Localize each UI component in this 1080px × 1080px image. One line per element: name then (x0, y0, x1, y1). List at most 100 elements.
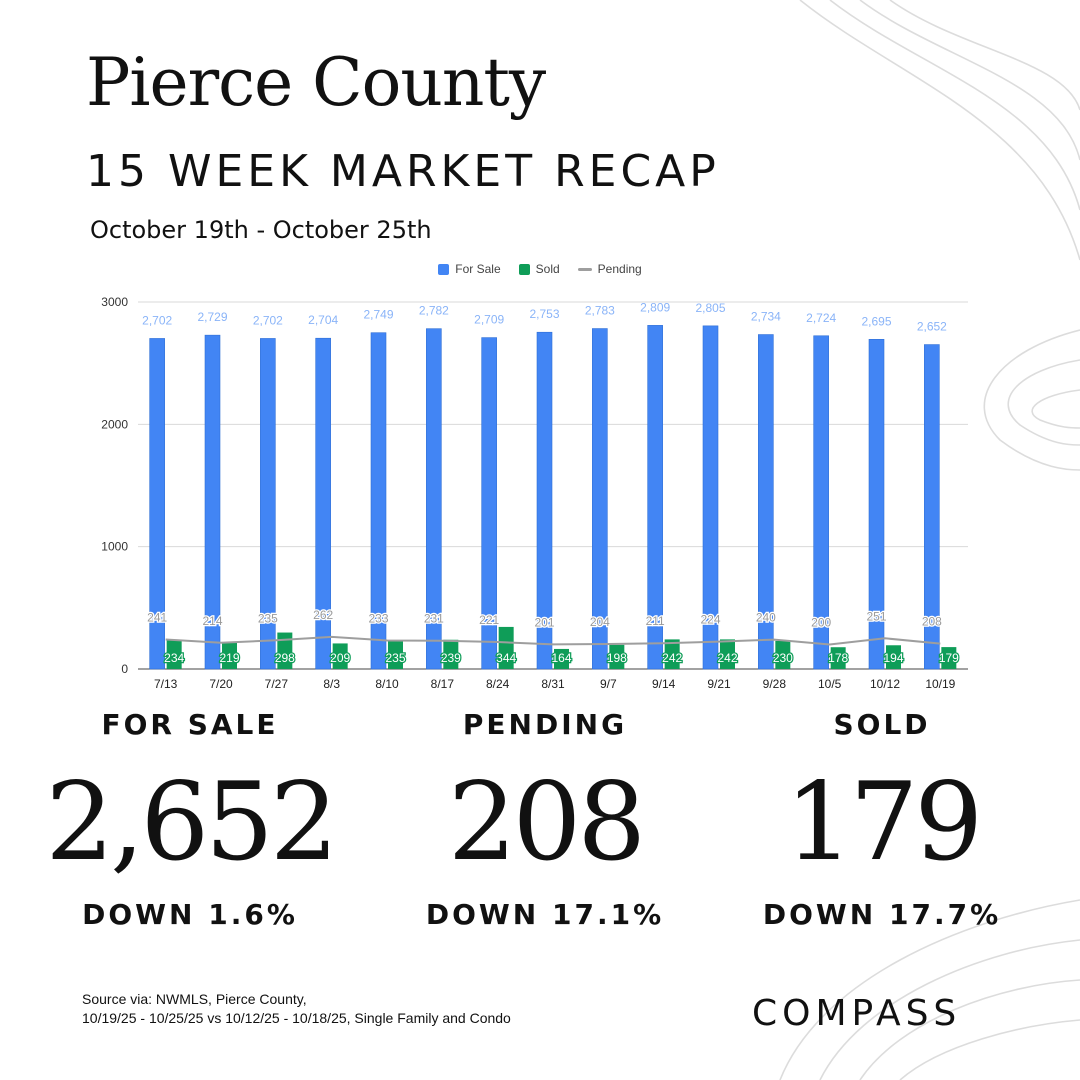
x-tick-label: 9/28 (763, 677, 787, 691)
for-sale-data-label: 2,729 (197, 310, 227, 324)
stat-label-for-sale: FOR SALE (101, 708, 279, 741)
x-tick-label: 9/21 (707, 677, 731, 691)
sold-bar (886, 645, 901, 669)
for-sale-data-label: 2,809 (640, 300, 670, 314)
sold-data-label: 344 (496, 651, 516, 665)
sold-data-label: 242 (717, 651, 737, 665)
stat-label-pending: PENDING (462, 708, 628, 741)
for-sale-bar (481, 337, 497, 670)
sold-data-label: 194 (883, 651, 903, 665)
pending-data-label: 251 (866, 609, 886, 623)
pending-data-label: 204 (590, 615, 610, 629)
sold-bar (388, 640, 403, 669)
for-sale-data-label: 2,702 (253, 313, 283, 327)
x-tick-label: 10/19 (925, 677, 955, 691)
sold-bar (609, 644, 625, 669)
sold-bar (941, 647, 957, 669)
x-tick-label: 8/24 (486, 677, 510, 691)
x-tick-label: 10/5 (818, 677, 842, 691)
sold-bar (498, 626, 514, 669)
stat-change-sold: DOWN 17.7% (762, 898, 1002, 931)
sold-bar (830, 647, 846, 669)
chart-legend: For Sale Sold Pending (0, 262, 1080, 276)
x-tick-label: 9/14 (652, 677, 676, 691)
x-tick-label: 10/12 (870, 677, 900, 691)
for-sale-bar (868, 339, 885, 670)
sold-data-label: 179 (939, 651, 959, 665)
pending-data-label: 221 (479, 613, 499, 627)
sold-data-label: 234 (164, 651, 184, 665)
for-sale-bar (260, 338, 276, 670)
legend-label-for-sale: For Sale (455, 262, 501, 276)
legend-label-pending: Pending (597, 262, 642, 276)
for-sale-data-label: 2,749 (363, 308, 393, 322)
x-tick-label: 9/7 (600, 677, 617, 691)
x-tick-label: 8/17 (431, 677, 455, 691)
sold-data-label: 198 (607, 651, 627, 665)
sold-bar (332, 643, 348, 669)
x-tick-label: 7/20 (209, 677, 233, 691)
stat-change-for-sale: DOWN 1.6% (82, 898, 298, 931)
pending-line (165, 635, 941, 646)
legend-item-for-sale: For Sale (438, 262, 501, 276)
page-subtitle: 15 WEEK MARKET RECAP (86, 146, 720, 197)
for-sale-bar (813, 335, 829, 670)
pending-data-label: 200 (811, 616, 831, 630)
stat-value-sold: 179 (784, 760, 983, 885)
for-sale-data-label: 2,734 (751, 310, 781, 324)
pending-data-label: 241 (147, 611, 167, 625)
y-tick-label: 1000 (101, 540, 128, 554)
for-sale-bar (536, 331, 553, 670)
sold-bar (775, 640, 791, 669)
sold-data-label: 239 (441, 651, 461, 665)
for-sale-data-label: 2,702 (142, 313, 172, 327)
pending-data-label: 214 (202, 614, 222, 628)
stat-label-sold: SOLD (833, 708, 931, 741)
for-sale-data-label: 2,695 (861, 314, 891, 328)
legend-swatch-sold (518, 263, 530, 275)
for-sale-data-label: 2,782 (419, 304, 449, 318)
pending-data-label: 262 (313, 608, 333, 622)
sold-data-label: 230 (773, 651, 793, 665)
pending-data-label: 231 (424, 612, 444, 626)
sold-bar (664, 639, 680, 669)
y-tick-label: 3000 (101, 295, 128, 309)
pending-data-label: 201 (534, 615, 554, 629)
date-range: October 19th - October 25th (90, 216, 432, 244)
for-sale-data-label: 2,652 (917, 320, 947, 334)
for-sale-bar (924, 344, 940, 670)
source-line-1: Source via: NWMLS, Pierce County, (82, 991, 307, 1007)
pending-data-label: 211 (646, 614, 665, 628)
stat-change-pending: DOWN 17.1% (425, 898, 665, 931)
stat-value-for-sale: 2,652 (45, 760, 338, 885)
legend-swatch-pending (577, 267, 592, 271)
legend-item-sold: Sold (518, 262, 560, 276)
sold-data-label: 219 (219, 651, 239, 665)
pending-data-label: 233 (368, 611, 388, 625)
stat-value-pending: 208 (447, 760, 646, 885)
sold-data-label: 298 (275, 651, 295, 665)
for-sale-data-label: 2,709 (474, 313, 504, 327)
for-sale-bar (315, 337, 331, 670)
sold-bar (554, 648, 569, 669)
x-tick-label: 8/3 (323, 677, 340, 691)
legend-item-pending: Pending (577, 262, 642, 276)
page-title: Pierce County (86, 44, 546, 121)
for-sale-bar (370, 332, 387, 670)
for-sale-data-label: 2,753 (529, 307, 559, 321)
for-sale-bar (647, 325, 663, 670)
sold-bar (720, 639, 735, 669)
for-sale-data-label: 2,724 (806, 311, 836, 325)
legend-label-sold: Sold (535, 262, 560, 276)
legend-swatch-for-sale (438, 263, 450, 275)
sold-bar (277, 632, 293, 669)
for-sale-data-label: 2,805 (695, 301, 725, 315)
for-sale-bar (592, 328, 608, 670)
pending-data-label: 224 (700, 613, 720, 627)
sold-data-label: 235 (385, 651, 405, 665)
for-sale-bar (204, 334, 221, 670)
sold-data-label: 164 (551, 651, 571, 665)
for-sale-bar (426, 328, 442, 670)
x-tick-label: 7/13 (154, 677, 178, 691)
